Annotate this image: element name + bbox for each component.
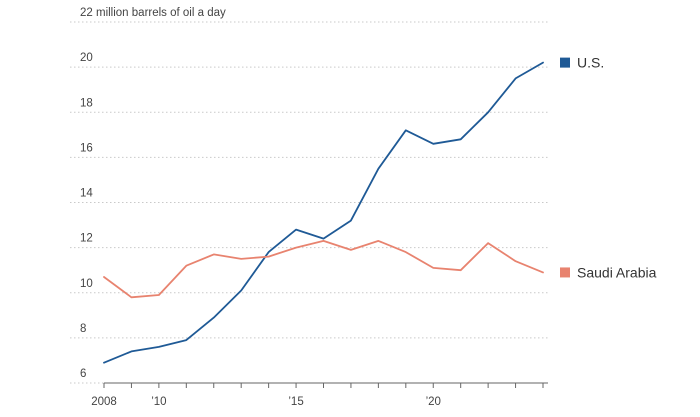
x-tick-label: ’15 (288, 396, 303, 408)
series-lines (103, 61, 544, 364)
x-tick-label: ’20 (426, 396, 441, 408)
x-tick-label: ’10 (151, 396, 166, 408)
gridlines (70, 21, 548, 384)
legend-swatch (560, 57, 570, 68)
legend-label: U.S. (577, 55, 604, 71)
y-tick-label: 8 (80, 323, 86, 335)
axes: 22 million barrels of oil a day 20 18 16 14 1… (80, 7, 548, 408)
legend-label: Saudi Arabia (577, 264, 657, 280)
series-line-u-s (103, 61, 544, 364)
y-tick-label: 22 million barrels of oil a day (80, 7, 226, 19)
y-tick-label: 20 (80, 52, 93, 64)
y-tick-label: 6 (80, 368, 86, 380)
y-tick-label: 14 (80, 188, 93, 200)
series-line-saudi-arabia (103, 239, 544, 299)
legend: U.S. Saudi Arabia (560, 55, 657, 280)
legend-swatch (560, 267, 570, 278)
y-tick-label: 18 (80, 97, 93, 109)
y-tick-label: 12 (80, 233, 93, 245)
x-tick-label: 2008 (91, 396, 117, 408)
y-tick-label: 16 (80, 142, 93, 154)
y-tick-label: 10 (80, 278, 93, 290)
